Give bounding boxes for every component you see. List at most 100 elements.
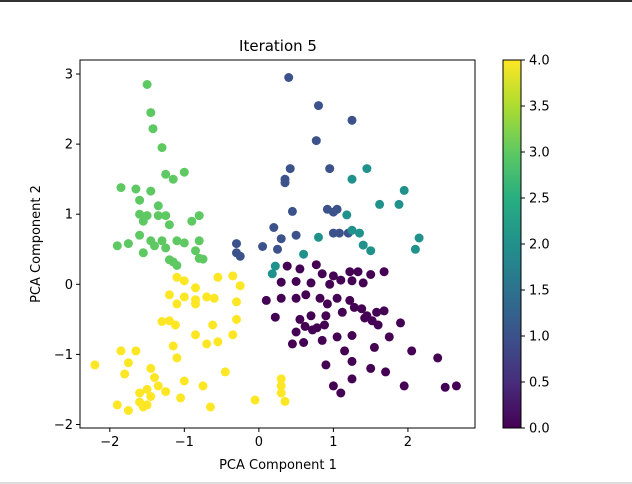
point-cluster-0-18 xyxy=(291,293,301,303)
point-cluster-3-36 xyxy=(198,254,208,264)
point-cluster-1-20 xyxy=(232,239,241,249)
point-cluster-4-51 xyxy=(280,396,290,406)
window-top-border xyxy=(0,0,632,2)
point-cluster-4-30 xyxy=(120,369,130,379)
point-cluster-0-55 xyxy=(381,367,391,377)
point-cluster-2-15 xyxy=(267,269,277,279)
point-cluster-3-27 xyxy=(161,243,171,253)
point-cluster-4-24 xyxy=(116,346,126,356)
point-cluster-4-21 xyxy=(228,330,238,340)
point-cluster-4-49 xyxy=(276,381,286,391)
point-cluster-0-44 xyxy=(287,339,297,349)
point-cluster-0-6 xyxy=(366,270,376,279)
point-cluster-0-62 xyxy=(451,381,461,391)
scatter-points xyxy=(90,73,461,415)
point-cluster-3-7 xyxy=(116,183,126,193)
point-cluster-0-27 xyxy=(379,306,389,316)
point-cluster-0-33 xyxy=(349,302,359,312)
point-cluster-3-2 xyxy=(148,124,158,134)
point-cluster-4-31 xyxy=(150,373,159,382)
point-cluster-4-25 xyxy=(131,346,141,356)
point-cluster-4-14 xyxy=(157,317,167,326)
point-cluster-0-24 xyxy=(357,304,367,314)
point-cluster-0-39 xyxy=(321,311,331,321)
point-cluster-3-3 xyxy=(157,143,167,153)
point-cluster-1-13 xyxy=(334,228,344,238)
colorbar-tick-label: 1.5 xyxy=(529,284,550,299)
point-cluster-3-0 xyxy=(142,80,152,89)
point-cluster-0-42 xyxy=(373,320,383,330)
point-cluster-1-3 xyxy=(311,136,321,146)
point-cluster-3-25 xyxy=(194,236,204,246)
point-cluster-0-20 xyxy=(315,293,325,303)
point-cluster-2-13 xyxy=(299,249,309,259)
point-cluster-2-0 xyxy=(362,164,372,174)
point-cluster-0-57 xyxy=(336,388,346,398)
point-cluster-4-1 xyxy=(179,276,189,286)
point-cluster-4-28 xyxy=(123,358,133,368)
point-cluster-4-18 xyxy=(232,314,241,324)
point-cluster-3-5 xyxy=(161,169,171,179)
point-cluster-0-3 xyxy=(328,271,338,281)
point-cluster-2-10 xyxy=(358,240,368,250)
point-cluster-0-21 xyxy=(322,299,332,309)
point-cluster-4-36 xyxy=(135,388,145,398)
point-cluster-0-10 xyxy=(306,278,316,288)
point-cluster-2-11 xyxy=(366,246,376,256)
point-cluster-0-43 xyxy=(396,318,405,328)
x-tick-label: 0 xyxy=(255,435,263,450)
point-cluster-4-11 xyxy=(232,297,241,307)
colorbar-tick-label: 0.5 xyxy=(529,376,550,391)
point-cluster-4-26 xyxy=(172,353,182,363)
point-cluster-3-16 xyxy=(194,211,204,221)
point-cluster-4-48 xyxy=(276,374,286,384)
chart-title: Iteration 5 xyxy=(239,37,317,55)
point-cluster-0-60 xyxy=(433,353,443,363)
point-cluster-3-17 xyxy=(138,216,148,226)
point-cluster-0-5 xyxy=(353,267,363,277)
point-cluster-4-45 xyxy=(176,393,186,403)
y-tick-label: −2 xyxy=(54,418,73,433)
point-cluster-0-52 xyxy=(321,360,331,370)
point-cluster-0-14 xyxy=(347,276,357,286)
point-cluster-2-4 xyxy=(394,199,404,209)
point-cluster-1-7 xyxy=(280,178,290,188)
point-cluster-4-38 xyxy=(198,381,208,391)
window-bottom-border xyxy=(0,482,632,484)
point-cluster-4-40 xyxy=(112,400,122,410)
point-cluster-0-32 xyxy=(337,307,347,317)
point-cluster-4-37 xyxy=(146,392,156,401)
x-tick-label: −1 xyxy=(175,435,194,450)
x-tick-label: −2 xyxy=(100,435,119,450)
y-tick-label: 0 xyxy=(65,278,73,293)
point-cluster-3-6 xyxy=(168,174,178,184)
point-cluster-4-3 xyxy=(213,272,223,282)
point-cluster-3-8 xyxy=(131,184,141,194)
point-cluster-1-15 xyxy=(269,223,279,232)
point-cluster-4-19 xyxy=(191,330,200,340)
point-cluster-0-19 xyxy=(301,290,311,300)
x-axis-ticks: −2 −1 0 1 2 xyxy=(100,428,412,450)
point-cluster-3-35 xyxy=(172,260,182,270)
point-cluster-0-49 xyxy=(369,342,379,352)
point-cluster-1-11 xyxy=(328,207,338,217)
point-cluster-0-51 xyxy=(407,346,417,356)
point-cluster-3-29 xyxy=(123,239,133,249)
point-cluster-2-5 xyxy=(342,210,352,220)
point-cluster-2-6 xyxy=(347,225,357,235)
colorbar xyxy=(503,60,521,428)
point-cluster-2-2 xyxy=(399,185,409,195)
point-cluster-4-23 xyxy=(202,339,212,349)
point-cluster-2-8 xyxy=(314,232,323,242)
point-cluster-4-10 xyxy=(209,293,219,303)
point-cluster-1-2 xyxy=(347,115,357,125)
point-cluster-4-4 xyxy=(228,271,238,281)
point-cluster-4-32 xyxy=(220,367,230,377)
point-cluster-0-28 xyxy=(270,312,280,322)
y-tick-label: 1 xyxy=(65,208,73,223)
point-cluster-3-18 xyxy=(164,220,174,230)
point-cluster-2-9 xyxy=(414,233,424,243)
point-cluster-1-8 xyxy=(287,206,297,216)
point-cluster-0-13 xyxy=(336,275,346,285)
